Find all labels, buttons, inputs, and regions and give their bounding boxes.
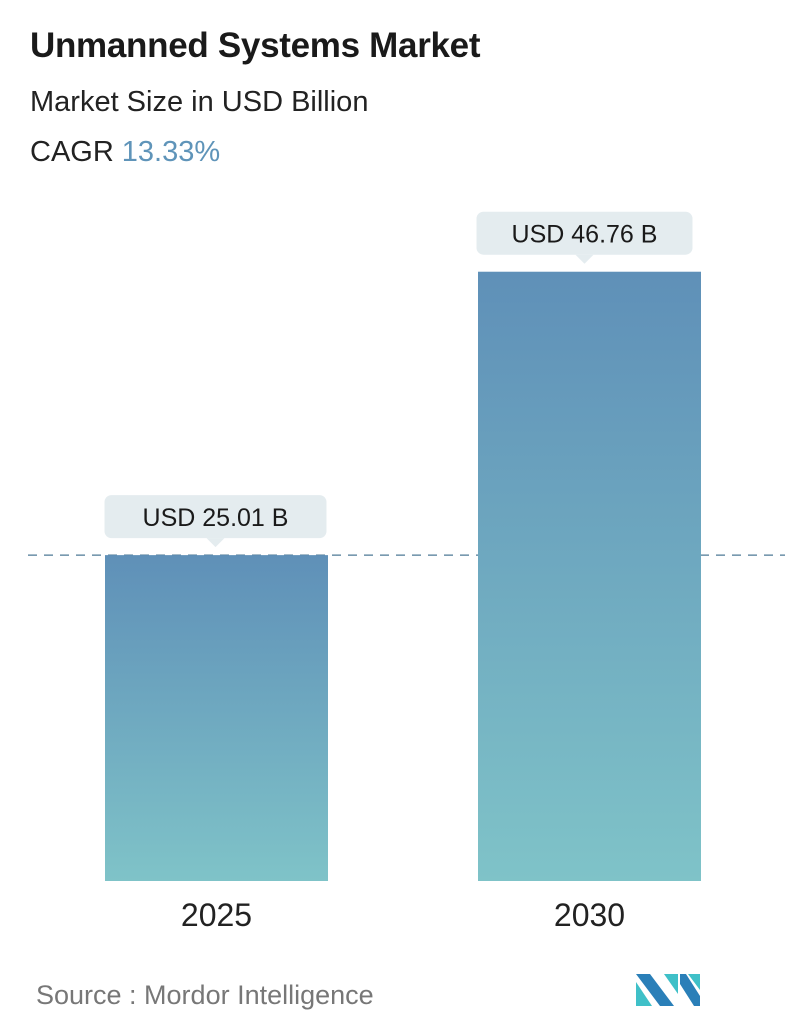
cagr-value: 13.33% bbox=[121, 136, 221, 168]
bar-2030 bbox=[478, 271, 701, 882]
data-label-bubble bbox=[476, 211, 693, 255]
cagr-label: CAGR bbox=[30, 136, 114, 168]
data-label-pointer bbox=[206, 538, 225, 548]
data-label-bubble bbox=[104, 495, 327, 539]
data-label: USD 46.76 B bbox=[512, 221, 658, 249]
data-label: USD 25.01 B bbox=[143, 504, 289, 532]
chart-title: Unmanned Systems Market bbox=[30, 26, 481, 65]
chart-subtitle: Market Size in USD Billion bbox=[30, 86, 369, 118]
data-label-pointer bbox=[575, 254, 594, 264]
cagr: CAGR 13.33% bbox=[30, 136, 220, 169]
source-text: Source : Mordor Intelligence bbox=[36, 980, 374, 1010]
x-tick-label: 2025 bbox=[181, 897, 252, 933]
bar-chart: USD 25.01 B 2025 USD 46.76 B 2030 bbox=[28, 211, 785, 933]
mordor-logo bbox=[636, 974, 700, 1006]
x-tick-label: 2030 bbox=[554, 897, 625, 933]
bar-2025 bbox=[105, 555, 328, 881]
